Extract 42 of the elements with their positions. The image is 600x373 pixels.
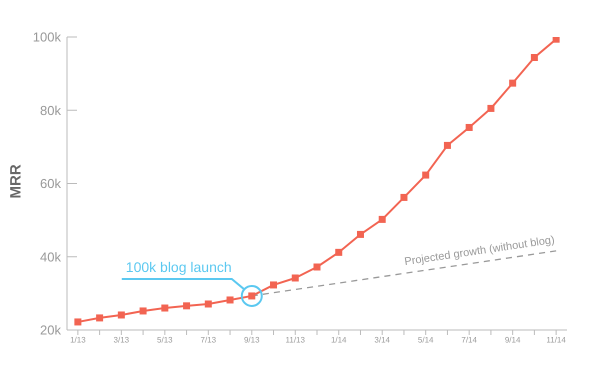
point	[444, 142, 451, 149]
point	[183, 302, 190, 310]
point	[422, 172, 430, 179]
annotation: 100k blog launch	[126, 258, 232, 275]
x-tick-label: 5/14	[418, 336, 434, 345]
x-tick-label: 3/13	[114, 336, 130, 345]
y-axis-title: MRR	[7, 164, 24, 198]
point	[400, 194, 408, 201]
x-tick-label: 7/14	[461, 336, 478, 345]
text: Projected growth (without blog)	[404, 234, 556, 268]
point	[161, 304, 168, 312]
x-tick-label: 11/13	[286, 336, 306, 345]
x-tick-label: 1/14	[330, 336, 348, 345]
point	[335, 248, 342, 256]
y-tick-label: 40k	[40, 249, 62, 264]
x-tick-label: 3/14	[374, 336, 391, 345]
y-tick-label: 60k	[40, 176, 62, 192]
point	[530, 54, 538, 62]
point	[140, 307, 147, 314]
point	[96, 314, 104, 322]
point	[552, 37, 560, 43]
point	[292, 274, 299, 282]
x-tick-label: 1/13	[70, 336, 86, 345]
point	[378, 216, 386, 223]
x-tick-label: 11/14	[546, 336, 566, 345]
x-tick-label: 9/14	[504, 336, 521, 345]
point	[509, 80, 516, 87]
point	[356, 230, 364, 238]
y-tick-label: 80k	[40, 102, 62, 118]
x-tick-label: 7/13	[200, 336, 217, 345]
y-tick-label: 20k	[40, 322, 62, 338]
x-tick-label: 9/13	[244, 336, 260, 345]
point	[314, 264, 320, 271]
point	[270, 281, 278, 288]
point	[487, 104, 494, 112]
point	[204, 300, 212, 308]
y-tick-label: 100k	[32, 30, 62, 45]
x-tick-label: 5/13	[157, 336, 174, 345]
point	[226, 296, 234, 304]
point	[466, 124, 473, 131]
point	[74, 318, 82, 326]
point	[118, 311, 125, 318]
